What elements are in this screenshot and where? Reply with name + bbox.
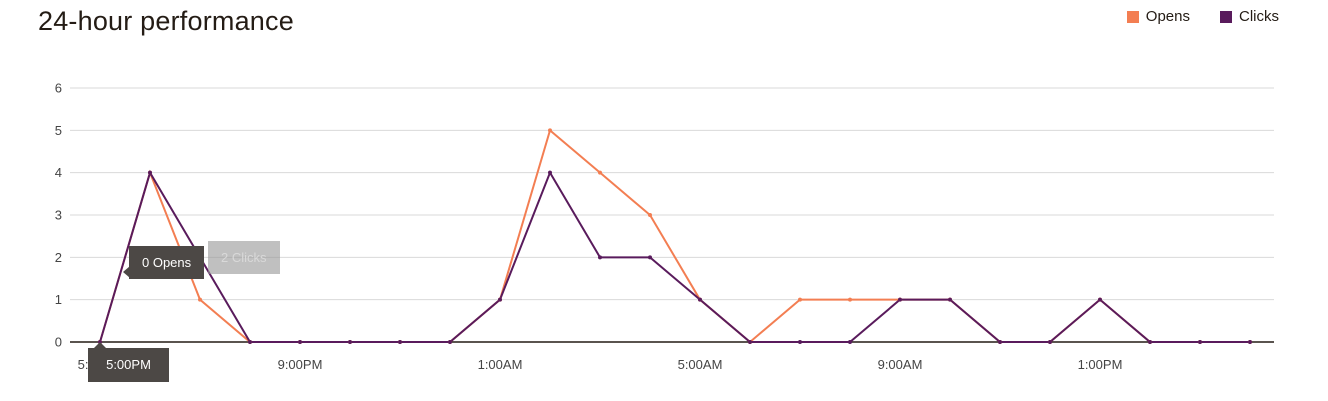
opens-line <box>99 128 1250 344</box>
clicks-tooltip: 2 Clicks <box>208 241 280 274</box>
clicks-point[interactable] <box>348 340 352 344</box>
y-tick-label: 6 <box>55 81 62 96</box>
clicks-point[interactable] <box>398 340 402 344</box>
y-tick-label: 0 <box>55 335 62 350</box>
opens-tooltip: 0 Opens <box>122 246 205 279</box>
x-tick-label: 9:00AM <box>878 357 923 372</box>
clicks-point[interactable] <box>1148 340 1152 344</box>
clicks-point[interactable] <box>998 340 1002 344</box>
clicks-point[interactable] <box>248 340 252 344</box>
grid-lines <box>70 87 1274 343</box>
legend-item-clicks[interactable]: Clicks <box>1220 8 1279 25</box>
chart-title: 24-hour performance <box>38 6 294 36</box>
series-points[interactable] <box>98 128 1252 344</box>
clicks-point[interactable] <box>848 340 852 344</box>
x-tick-label: 1:00AM <box>478 357 523 372</box>
opens-point[interactable] <box>598 170 602 175</box>
y-tick-label: 1 <box>55 292 62 307</box>
x-tick-label: 1:00PM <box>1078 357 1123 372</box>
clicks-point[interactable] <box>698 297 702 302</box>
clicks-point[interactable] <box>148 170 152 175</box>
y-tick-label: 3 <box>55 208 62 223</box>
clicks-point[interactable] <box>448 340 452 344</box>
clicks-point[interactable] <box>798 340 802 344</box>
x-tick-label: 5:00AM <box>678 357 723 372</box>
clicks-point[interactable] <box>898 297 902 302</box>
opens-point[interactable] <box>198 297 202 302</box>
y-tick-label: 4 <box>55 165 62 180</box>
y-axis-ticks: 0 1 2 3 4 5 6 <box>55 81 62 350</box>
y-tick-label: 2 <box>55 250 62 265</box>
clicks-line <box>99 170 1250 343</box>
x-hover-label: 5:00PM <box>88 342 169 382</box>
legend-item-opens[interactable]: Opens <box>1126 8 1190 25</box>
clicks-point[interactable] <box>1248 340 1252 344</box>
legend-label-clicks: Clicks <box>1239 8 1279 25</box>
clicks-swatch-icon <box>1220 10 1232 23</box>
clicks-point[interactable] <box>498 297 502 302</box>
opens-point[interactable] <box>548 128 552 133</box>
clicks-point[interactable] <box>1198 340 1202 344</box>
clicks-point[interactable] <box>1048 340 1052 344</box>
opens-point[interactable] <box>648 213 652 217</box>
opens-point[interactable] <box>798 297 802 302</box>
legend-label-opens: Opens <box>1145 8 1190 25</box>
clicks-point[interactable] <box>1098 297 1102 302</box>
chart-legend: Opens Clicks <box>1097 8 1279 25</box>
opens-swatch-icon <box>1126 10 1139 23</box>
x-tick-label: 9:00PM <box>278 357 323 372</box>
clicks-point[interactable] <box>748 340 752 344</box>
opens-point[interactable] <box>848 297 852 302</box>
clicks-point[interactable] <box>598 255 602 260</box>
series-lines <box>99 128 1250 344</box>
clicks-point[interactable] <box>648 255 652 260</box>
clicks-point[interactable] <box>948 297 952 302</box>
y-tick-label: 5 <box>55 123 62 138</box>
clicks-point[interactable] <box>548 170 552 175</box>
clicks-point[interactable] <box>298 340 302 344</box>
